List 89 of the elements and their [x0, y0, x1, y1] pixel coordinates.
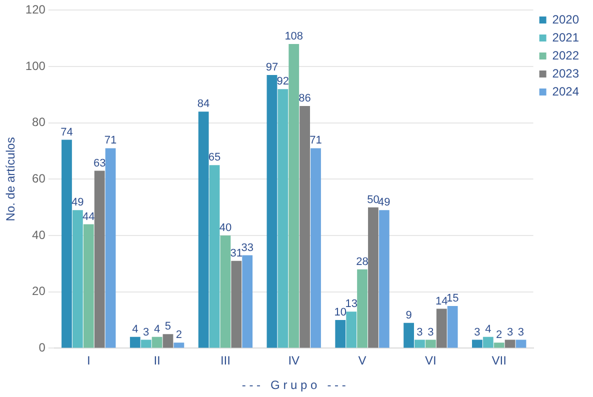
- bar: [72, 210, 83, 348]
- legend-label: 2023: [552, 66, 580, 80]
- data-label: 13: [345, 298, 358, 310]
- bar: [472, 340, 482, 348]
- legend-label: 2021: [552, 30, 580, 44]
- y-tick-label: 100: [25, 58, 46, 73]
- legend-label: 2024: [552, 84, 580, 98]
- data-label: 28: [356, 256, 368, 268]
- data-label: 4: [132, 323, 138, 336]
- bar: [482, 336, 494, 348]
- bar: [404, 322, 414, 348]
- data-label: 49: [378, 196, 390, 209]
- y-tick-label: 120: [25, 2, 46, 17]
- data-label: 50: [367, 194, 380, 206]
- y-tick-label: 60: [32, 172, 46, 186]
- bar: [83, 224, 94, 348]
- data-label: 74: [60, 126, 73, 138]
- data-label: 9: [406, 309, 412, 322]
- y-tick-label: 20: [32, 284, 46, 298]
- bar: [62, 140, 72, 348]
- bar: [105, 148, 116, 348]
- bar: [414, 340, 425, 348]
- bar: [140, 340, 152, 348]
- data-label: 4: [485, 323, 492, 336]
- bar: [368, 207, 378, 348]
- bar: [436, 308, 447, 348]
- data-label: 92: [276, 76, 290, 88]
- x-tick-label: II: [154, 354, 160, 368]
- bar: [162, 334, 174, 348]
- bar: [378, 210, 390, 348]
- bar: [231, 260, 242, 348]
- legend-label: 2020: [552, 12, 580, 26]
- data-label: 14: [436, 295, 448, 308]
- data-label: 3: [143, 326, 150, 338]
- bar: [335, 320, 346, 348]
- bar: [266, 74, 278, 348]
- y-tick-label: 40: [32, 228, 46, 242]
- bar: [220, 236, 231, 348]
- y-axis-title: No. de artículos: [4, 137, 18, 222]
- data-label: 3: [518, 326, 524, 338]
- data-label: 108: [284, 30, 304, 43]
- data-label: 71: [310, 134, 322, 147]
- data-label: 40: [219, 222, 232, 234]
- x-tick-label: III: [220, 354, 230, 368]
- bar: [209, 165, 220, 348]
- bar: [94, 170, 105, 348]
- bar: [346, 312, 357, 348]
- bar: [288, 44, 300, 348]
- data-label: 31: [230, 247, 243, 260]
- bar: [242, 255, 253, 348]
- y-tick-label: 80: [32, 115, 46, 130]
- data-label: 84: [197, 98, 210, 110]
- x-tick-label: IV: [288, 354, 300, 368]
- bar: [425, 340, 436, 348]
- data-label: 15: [446, 292, 459, 304]
- data-label: 3: [506, 326, 514, 338]
- bar: [152, 336, 162, 348]
- bar: [516, 340, 526, 348]
- bar: [278, 89, 288, 348]
- bar: [357, 269, 368, 348]
- bar: [310, 148, 321, 348]
- data-label: 71: [104, 134, 117, 147]
- data-label: 2: [176, 329, 182, 342]
- data-label: 3: [416, 326, 423, 338]
- bar: [447, 306, 458, 348]
- x-axis-title: - - - G r u p o - - -: [242, 378, 346, 392]
- data-label: 3: [474, 326, 480, 338]
- data-label: 97: [266, 62, 278, 74]
- data-label: 2: [496, 329, 502, 342]
- bar: [174, 342, 184, 348]
- x-tick-label: VI: [425, 354, 436, 368]
- bar: [300, 106, 310, 348]
- x-tick-label: VII: [492, 354, 506, 368]
- bar: [198, 112, 209, 348]
- data-label: 10: [334, 306, 347, 319]
- bar: [494, 342, 504, 348]
- bar: [504, 340, 516, 348]
- legend-label: 2022: [552, 48, 580, 62]
- data-label: 4: [154, 323, 160, 336]
- data-label: 5: [164, 320, 172, 333]
- x-tick-label: V: [358, 354, 366, 368]
- data-label: 63: [93, 157, 106, 170]
- y-tick-label: 0: [38, 340, 46, 355]
- bar: [130, 336, 140, 348]
- data-label: 86: [298, 92, 311, 104]
- data-label: 65: [208, 152, 221, 164]
- data-label: 3: [428, 326, 434, 338]
- x-tick-label: I: [86, 354, 90, 368]
- data-label: 33: [241, 242, 254, 254]
